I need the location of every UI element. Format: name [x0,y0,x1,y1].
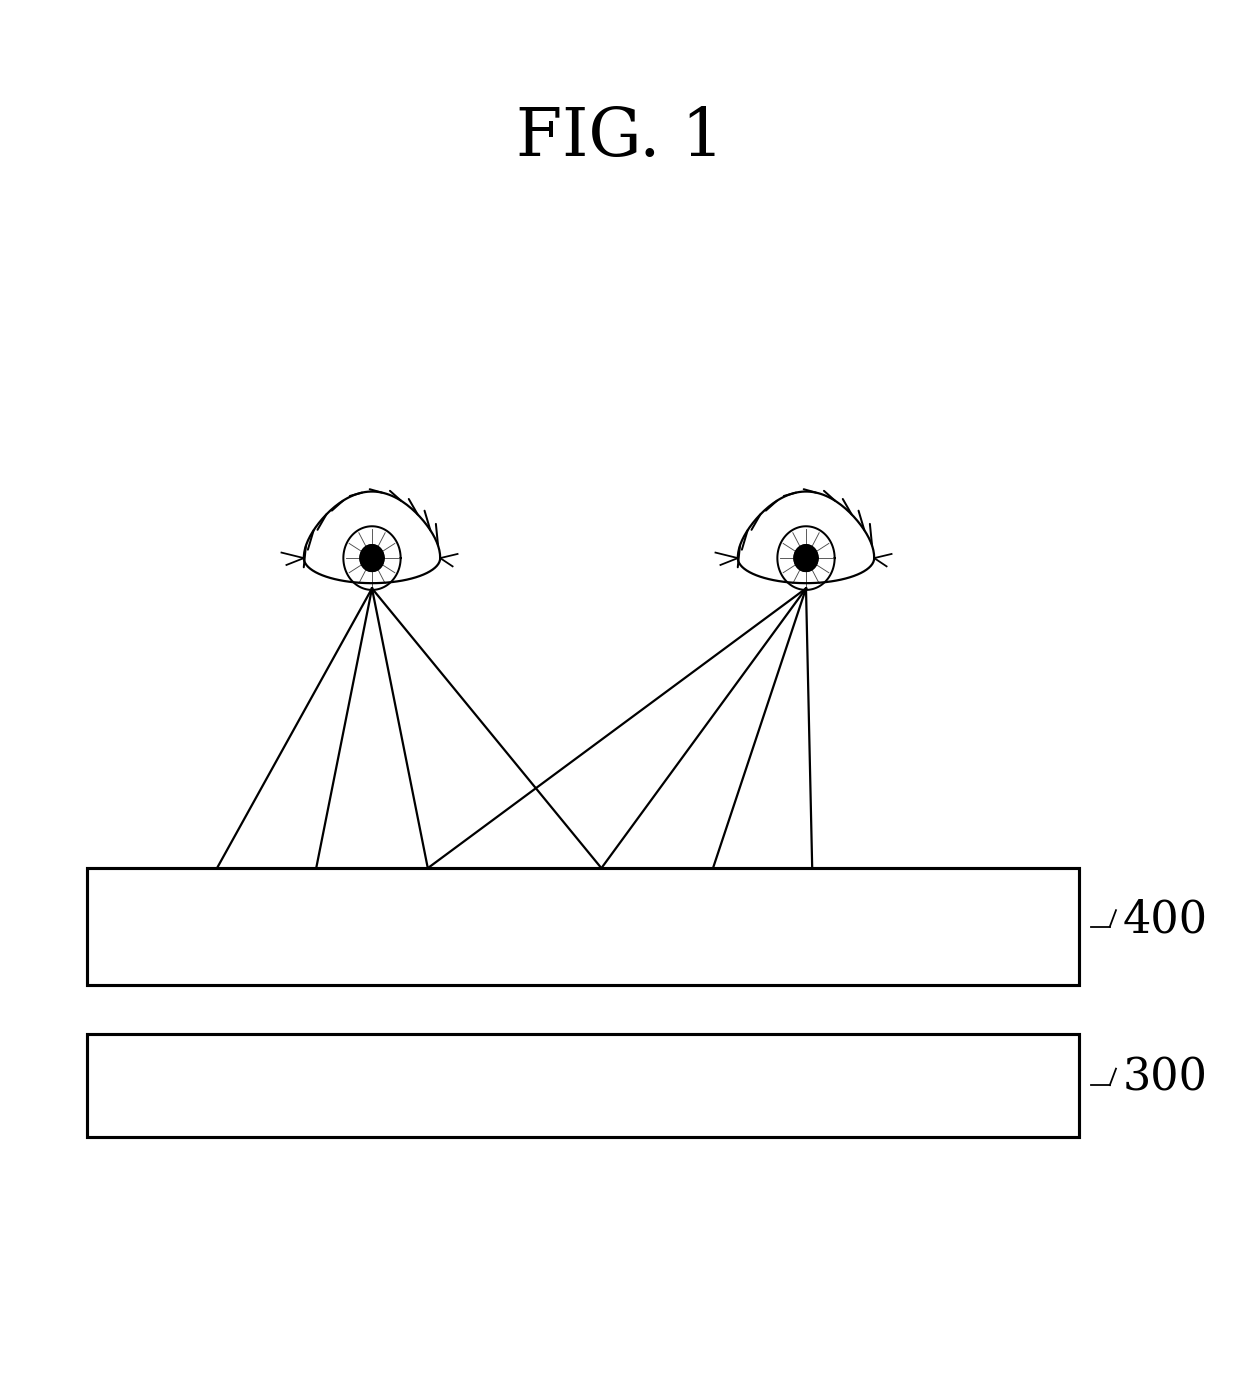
Text: FIG. 1: FIG. 1 [516,105,724,171]
Polygon shape [794,544,818,572]
FancyBboxPatch shape [87,868,1079,985]
FancyBboxPatch shape [87,1034,1079,1137]
Text: 300: 300 [1122,1057,1208,1100]
Polygon shape [360,544,384,572]
Text: 400: 400 [1122,898,1208,941]
